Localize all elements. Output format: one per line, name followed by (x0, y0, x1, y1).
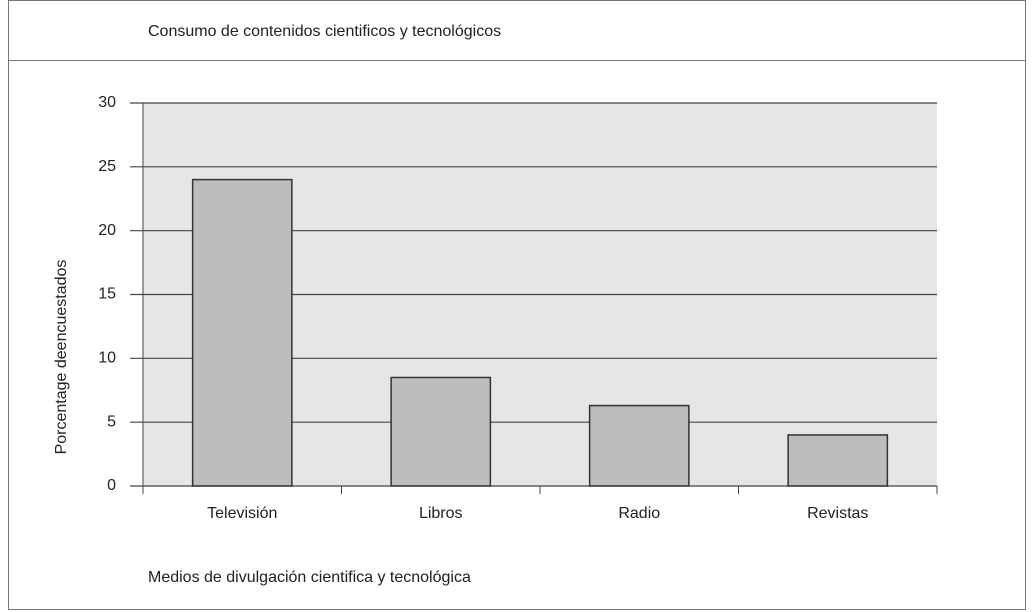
y-tick-label: 5 (107, 413, 116, 430)
y-tick-label: 20 (98, 222, 116, 239)
x-axis-label: Medios de divulgación cientifica y tecno… (148, 569, 471, 586)
x-tick-label: Libros (419, 505, 463, 522)
y-tick-label: 0 (107, 477, 116, 494)
bar (588, 404, 690, 487)
x-tick-label: Radio (618, 505, 660, 522)
y-tick-label: 30 (98, 94, 116, 111)
bar (191, 178, 293, 487)
y-tick-label: 10 (98, 350, 116, 367)
y-tick-label: 15 (98, 286, 116, 303)
y-tick-label: 25 (98, 158, 116, 175)
y-axis-label: Porcentage deencuestados (53, 260, 70, 455)
bar (390, 376, 492, 487)
chart-title: Consumo de contenidos cientificos y tecn… (148, 23, 501, 40)
x-tick-label: Revistas (807, 505, 868, 522)
x-tick-label: Televisión (207, 505, 277, 522)
bar (787, 434, 889, 487)
